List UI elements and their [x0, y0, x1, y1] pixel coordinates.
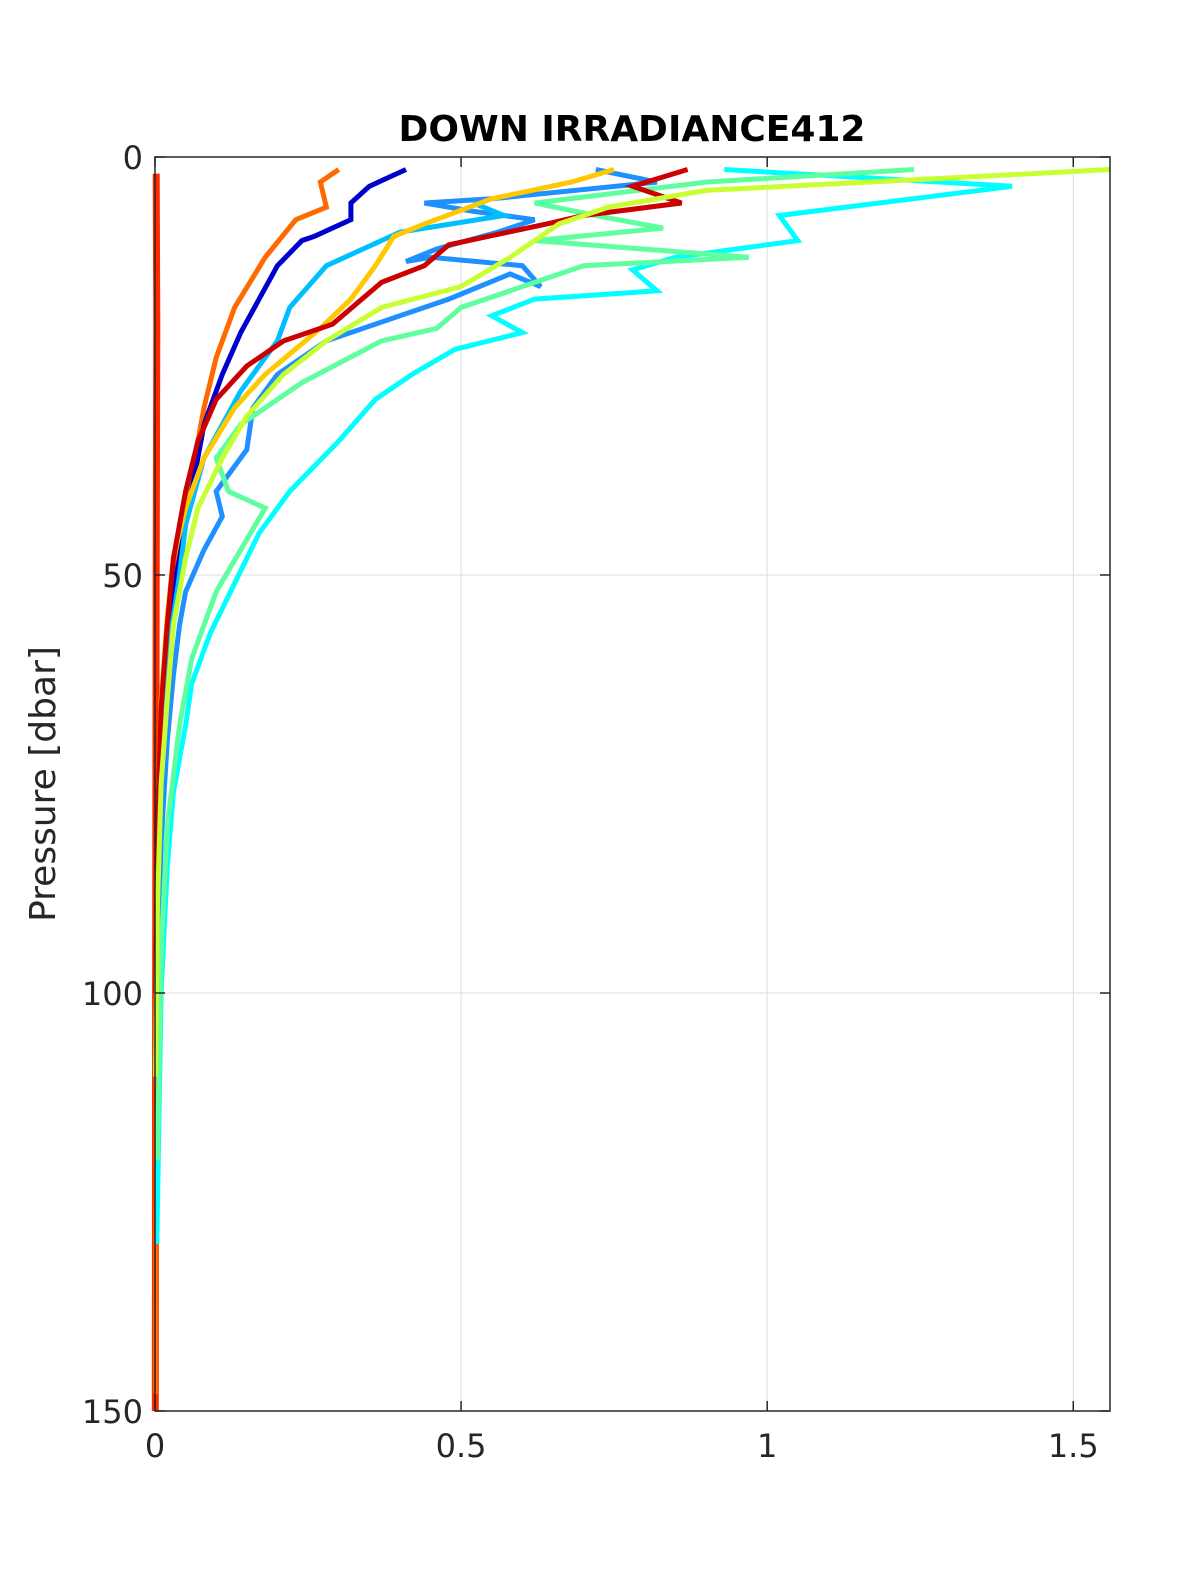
series-line-7	[154, 167, 915, 1161]
plot-frame	[154, 156, 1111, 1412]
x-tick-label: 1.5	[1048, 1427, 1099, 1465]
axis-ticks: 0 0.5 1 1.5 0 50 100 150	[82, 139, 1110, 1465]
y-axis-label: Pressure [dbar]	[23, 646, 64, 922]
series-line-10	[153, 167, 1111, 1077]
y-tick-label: 0	[123, 139, 143, 177]
chart-title: DOWN IRRADIANCE412	[399, 109, 866, 150]
x-tick-label: 1	[757, 1427, 777, 1465]
x-tick-label: 0.5	[436, 1427, 487, 1465]
data-series	[151, 167, 1111, 1412]
x-tick-label: 0	[145, 1427, 165, 1465]
y-tick-label: 150	[82, 1393, 143, 1431]
y-tick-label: 100	[82, 975, 143, 1013]
y-tick-label: 50	[102, 557, 143, 595]
plot-background	[155, 157, 1110, 1411]
